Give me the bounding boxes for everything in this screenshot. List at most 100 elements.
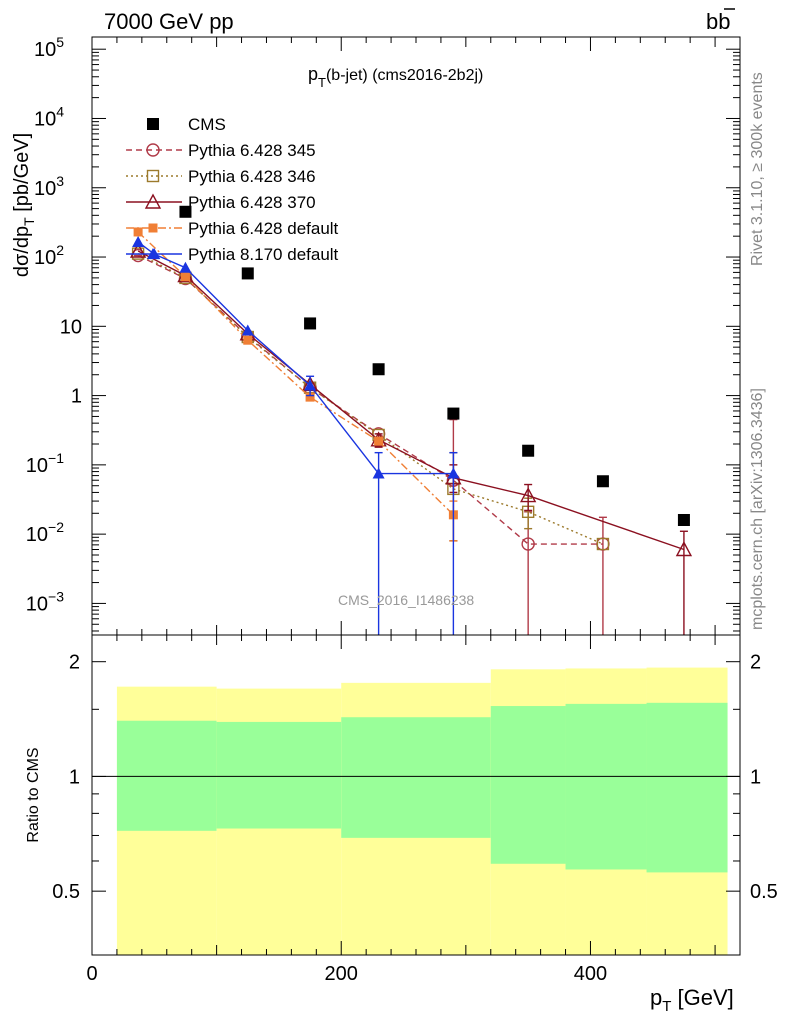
series-line-p345 <box>137 254 603 545</box>
legend-swatch-marker <box>147 248 159 259</box>
point-p6def <box>243 335 253 345</box>
legend-swatch-marker <box>148 223 158 233</box>
legend-swatch-marker <box>144 193 162 209</box>
header-right-label: bb <box>706 9 731 34</box>
point-cms <box>522 444 535 457</box>
legend-item-p346: Pythia 6.428 346 <box>126 167 316 186</box>
ratio-xlabel-b: [GeV] <box>671 985 733 1010</box>
main-ylabel-sub: T <box>21 217 37 226</box>
main-ytick-label: 10−3 <box>26 588 64 615</box>
watermark-label: CMS_2016_I1486238 <box>338 592 474 608</box>
point-p8def <box>179 261 192 273</box>
point-p346 <box>596 537 610 551</box>
point-p6def <box>374 436 384 446</box>
point-cms <box>447 407 460 420</box>
ratio-ytick-label: 1 <box>69 766 80 788</box>
main-ytick-label: 10−2 <box>26 519 64 546</box>
ratio-ytick-label: 2 <box>69 652 80 674</box>
legend: CMS Pythia 6.428 345 Pythia 6.428 346 Pythi… <box>126 115 339 264</box>
legend-item-p6def: Pythia 6.428 default <box>126 219 339 238</box>
ratio-xlabel-sub: T <box>662 998 671 1015</box>
legend-label: Pythia 6.428 346 <box>188 167 316 186</box>
series-p8def <box>132 235 460 635</box>
ratio-band-inner <box>216 721 342 829</box>
point-cms <box>179 205 192 218</box>
rivet-label-c: 300k events <box>749 72 766 163</box>
point-p8def <box>304 379 317 391</box>
ratio-xlabel-a: p <box>650 985 662 1010</box>
main-title-p: p <box>308 64 318 84</box>
main-ytick-label: 104 <box>34 103 64 130</box>
xtick-label: 400 <box>574 963 607 985</box>
xtick-label: 0 <box>86 963 97 985</box>
ratio-ytick-label-right: 2 <box>750 652 761 674</box>
main-ytick-label: 105 <box>34 34 64 61</box>
main-ylabel: dσ/dpT [pb/GeV] <box>11 133 37 277</box>
ratio-band-inner <box>565 703 647 870</box>
main-ytick-label: 103 <box>34 173 64 200</box>
main-ylabel-b: σ <box>11 253 33 266</box>
ratio-ylabel: Ratio to CMS <box>25 747 42 842</box>
ratio-band-inner <box>341 717 491 838</box>
legend-label: Pythia 6.428 370 <box>188 193 316 212</box>
legend-item-p345: Pythia 6.428 345 <box>126 141 316 160</box>
ratio-band-inner <box>646 702 728 873</box>
point-p6def <box>305 392 315 402</box>
header-left-label: 7000 GeV pp <box>104 9 234 34</box>
point-cms <box>304 317 317 330</box>
main-ytick-label: 10−1 <box>26 450 64 477</box>
point-p6def <box>180 272 190 282</box>
point-p6def <box>133 227 143 237</box>
point-p8def <box>447 467 460 479</box>
series-p345 <box>131 248 610 635</box>
point-p370 <box>129 242 147 258</box>
ratio-xlabel: pT [GeV] <box>650 985 734 1015</box>
point-cms <box>241 267 254 280</box>
legend-item-p370: Pythia 6.428 370 <box>126 193 316 212</box>
ratio-ytick-label: 0.5 <box>52 881 80 903</box>
series-p370 <box>129 242 693 635</box>
main-series-group <box>129 205 693 635</box>
point-p370 <box>519 487 537 503</box>
point-cms <box>372 363 385 376</box>
ratio-ytick-label-right: 0.5 <box>750 881 778 903</box>
series-line-p370 <box>137 250 685 551</box>
legend-label: Pythia 8.170 default <box>188 245 339 264</box>
main-ytick-label: 10 <box>60 316 82 338</box>
ratio-panel: 0.5 0.5 1 1 2 2 0 200 400 Ratio to CMS pT [GeV] <box>25 634 778 1015</box>
main-ytick-label: 102 <box>34 242 64 269</box>
main-ylabel-d: [pb/GeV] <box>11 133 33 218</box>
point-cms <box>596 475 609 488</box>
series-line-p6def <box>137 231 454 516</box>
main-title-sub: T <box>318 75 326 90</box>
main-ylabel-a: d <box>11 266 33 277</box>
rivet-label-a: Rivet 3.1.10, <box>749 172 766 266</box>
main-ytick-label: 1 <box>71 386 82 408</box>
ratio-ytick-label-right: 1 <box>750 766 761 788</box>
legend-swatch-marker <box>147 118 159 130</box>
legend-item-cms: CMS <box>147 115 226 134</box>
rivet-label: Rivet 3.1.10, ≥ 300k events <box>749 72 766 266</box>
main-ylabel-c: /dp <box>11 226 33 254</box>
point-p8def <box>372 467 385 479</box>
point-p345 <box>521 537 535 551</box>
header-b: b <box>706 9 718 34</box>
series-p6def <box>133 227 458 542</box>
legend-swatch-marker <box>146 143 160 157</box>
legend-swatch-marker <box>146 169 160 183</box>
ratio-band-inner <box>116 720 217 831</box>
main-title: pT(b-jet) (cms2016-2b2j) <box>308 64 483 90</box>
point-p370 <box>675 541 693 557</box>
legend-label: Pythia 6.428 345 <box>188 141 316 160</box>
mcplots-label: mcplots.cern.ch [arXiv:1306.3436] <box>749 388 766 630</box>
rivet-label-b: ≥ <box>749 163 766 172</box>
series-cms <box>179 205 690 526</box>
legend-item-p8def: Pythia 8.170 default <box>126 245 339 264</box>
legend-label: CMS <box>188 115 226 134</box>
point-p8def <box>241 324 254 336</box>
legend-label: Pythia 6.428 default <box>188 219 339 238</box>
point-p8def <box>132 235 145 247</box>
main-title-rest: (b-jet) (cms2016-2b2j) <box>326 67 483 84</box>
